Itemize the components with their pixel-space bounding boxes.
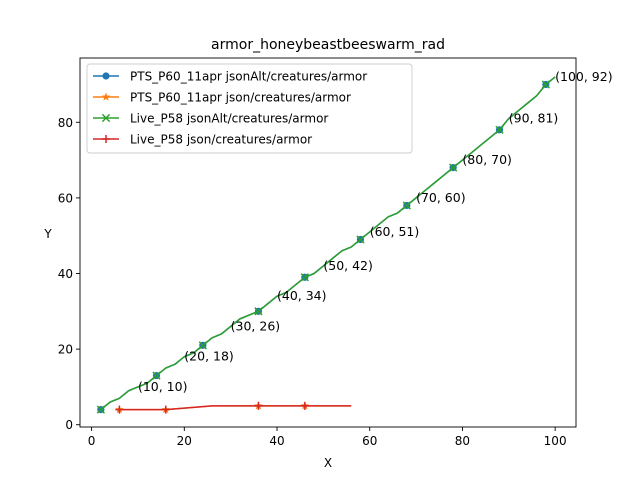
y-axis: 0 20 40 60 80	[58, 116, 80, 432]
series-3-marker	[541, 80, 550, 89]
y-tick-label: 80	[58, 116, 73, 130]
annotation-label: (20, 18)	[184, 349, 234, 364]
y-tick-label: 40	[58, 267, 73, 281]
legend-item: Live_P58 json/creatures/armor	[93, 133, 312, 147]
annotation-label: (100, 92)	[555, 69, 612, 84]
plot-area: (10, 10) (20, 18) (30, 26) (40, 34) (50, 42)…	[79, 57, 613, 428]
series-4-marker	[254, 401, 263, 410]
legend-label: Live_P58 jsonAlt/creatures/armor	[130, 112, 328, 126]
annotations: (10, 10) (20, 18) (30, 26) (40, 34) (50, 42)…	[138, 69, 613, 394]
annotation-label: (80, 70)	[462, 152, 512, 167]
y-axis-label: Y	[43, 227, 52, 241]
series-3-marker	[96, 405, 105, 414]
legend-swatch-marker	[101, 92, 111, 101]
series-4	[115, 401, 352, 414]
series-4-marker	[300, 401, 309, 410]
x-tick-label: 100	[544, 434, 567, 448]
legend-swatch-marker	[102, 72, 110, 80]
legend-label: PTS_P60_11apr json/creatures/armor	[130, 91, 351, 105]
legend-label: Live_P58 json/creatures/armor	[130, 133, 312, 147]
series-3	[96, 76, 556, 414]
legend-label: PTS_P60_11apr jsonAlt/creatures/armor	[130, 70, 367, 84]
annotation-label: (50, 42)	[323, 258, 373, 273]
series-4-marker	[115, 405, 124, 414]
series-3-marker	[495, 125, 504, 134]
chart-title: armor_honeybeastbeeswarm_rad	[211, 37, 445, 53]
y-tick-label: 20	[58, 343, 73, 357]
series-3-marker	[449, 163, 458, 172]
series-3-line	[100, 76, 556, 411]
x-tick-label: 20	[177, 434, 192, 448]
legend-swatch-marker	[102, 135, 110, 143]
legend-swatch-marker	[101, 113, 111, 123]
annotation-label: (60, 51)	[370, 224, 420, 239]
series-4-line	[119, 405, 352, 411]
x-tick-label: 80	[455, 434, 470, 448]
y-tick-label: 0	[65, 418, 73, 432]
x-tick-label: 0	[88, 434, 96, 448]
axes-frame	[79, 57, 577, 428]
annotation-label: (10, 10)	[138, 379, 188, 394]
series-3-marker	[402, 201, 411, 210]
legend-item: PTS_P60_11apr json/creatures/armor	[93, 91, 351, 105]
legend-item: PTS_P60_11apr jsonAlt/creatures/armor	[93, 70, 367, 84]
x-tick-label: 60	[362, 434, 377, 448]
x-axis-label: X	[324, 456, 332, 470]
series-3-marker	[356, 235, 365, 244]
series-3-marker	[198, 341, 207, 350]
x-tick-label: 40	[269, 434, 284, 448]
series-4-marker	[161, 405, 170, 414]
legend-box	[86, 63, 413, 154]
annotation-label: (90, 81)	[509, 110, 559, 125]
annotation-label: (70, 60)	[416, 190, 466, 205]
annotation-label: (40, 34)	[277, 288, 327, 303]
legend-item: Live_P58 jsonAlt/creatures/armor	[93, 112, 328, 126]
y-tick-label: 60	[58, 191, 73, 205]
annotation-label: (30, 26)	[231, 318, 281, 333]
x-axis: 0 20 40 60 80 100	[88, 427, 567, 448]
series-3-marker	[254, 307, 263, 316]
legend: PTS_P60_11apr jsonAlt/creatures/armor PTS…	[86, 63, 413, 154]
series-3-marker	[300, 273, 309, 282]
series-3-marker	[152, 371, 161, 380]
